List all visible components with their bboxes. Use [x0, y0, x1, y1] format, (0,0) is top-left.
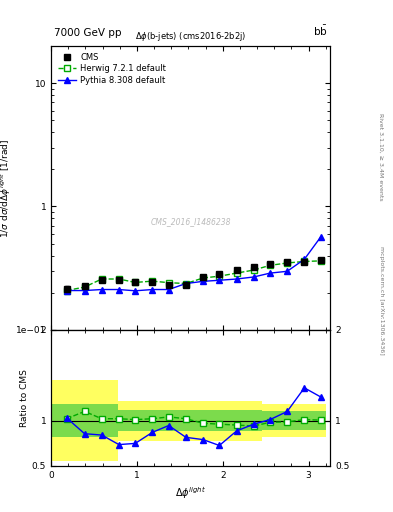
- Pythia 8.308 default: [318, 234, 323, 240]
- Herwig 7.2.1 default: [166, 280, 171, 286]
- Text: $\Delta\phi$(b-jets) (cms2016-2b2j): $\Delta\phi$(b-jets) (cms2016-2b2j): [135, 30, 246, 43]
- Pythia 8.308 default: [64, 287, 69, 293]
- Herwig 7.2.1 default: [318, 258, 323, 264]
- Pythia 8.308 default: [217, 277, 222, 283]
- Herwig 7.2.1 default: [234, 270, 239, 276]
- Pythia 8.308 default: [150, 286, 155, 292]
- Text: CMS_2016_I1486238: CMS_2016_I1486238: [151, 218, 231, 226]
- Pythia 8.308 default: [117, 286, 121, 292]
- Legend: CMS, Herwig 7.2.1 default, Pythia 8.308 default: CMS, Herwig 7.2.1 default, Pythia 8.308 …: [55, 50, 169, 87]
- Pythia 8.308 default: [82, 287, 87, 293]
- Herwig 7.2.1 default: [217, 273, 222, 279]
- Herwig 7.2.1 default: [201, 275, 206, 281]
- Pythia 8.308 default: [285, 268, 290, 274]
- Text: Rivet 3.1.10, ≥ 3.4M events: Rivet 3.1.10, ≥ 3.4M events: [379, 113, 384, 200]
- Pythia 8.308 default: [252, 274, 256, 280]
- Pythia 8.308 default: [133, 288, 138, 294]
- Y-axis label: Ratio to CMS: Ratio to CMS: [20, 369, 29, 427]
- Herwig 7.2.1 default: [302, 259, 307, 265]
- Pythia 8.308 default: [166, 286, 171, 292]
- Herwig 7.2.1 default: [184, 281, 188, 287]
- Pythia 8.308 default: [302, 256, 307, 262]
- Pythia 8.308 default: [99, 286, 104, 292]
- Herwig 7.2.1 default: [82, 284, 87, 290]
- Text: b$\bar{\rm b}$: b$\bar{\rm b}$: [313, 24, 327, 37]
- Line: Herwig 7.2.1 default: Herwig 7.2.1 default: [66, 261, 321, 290]
- Herwig 7.2.1 default: [133, 280, 138, 286]
- Herwig 7.2.1 default: [64, 287, 69, 293]
- Y-axis label: 1/$\sigma$ d$\sigma$/d$\Delta\phi^{light}$ [1/rad]: 1/$\sigma$ d$\sigma$/d$\Delta\phi^{light…: [0, 138, 13, 238]
- Herwig 7.2.1 default: [150, 278, 155, 284]
- Text: 7000 GeV pp: 7000 GeV pp: [54, 28, 121, 37]
- Text: mcplots.cern.ch [arXiv:1306.3436]: mcplots.cern.ch [arXiv:1306.3436]: [379, 246, 384, 354]
- Herwig 7.2.1 default: [117, 276, 121, 282]
- Pythia 8.308 default: [201, 278, 206, 284]
- X-axis label: $\Delta\phi^{light}$: $\Delta\phi^{light}$: [175, 485, 206, 501]
- Pythia 8.308 default: [268, 270, 272, 276]
- Pythia 8.308 default: [234, 276, 239, 282]
- Pythia 8.308 default: [184, 281, 188, 287]
- Line: Pythia 8.308 default: Pythia 8.308 default: [66, 237, 321, 291]
- Herwig 7.2.1 default: [268, 262, 272, 268]
- Herwig 7.2.1 default: [99, 276, 104, 282]
- Herwig 7.2.1 default: [252, 267, 256, 273]
- Herwig 7.2.1 default: [285, 260, 290, 266]
